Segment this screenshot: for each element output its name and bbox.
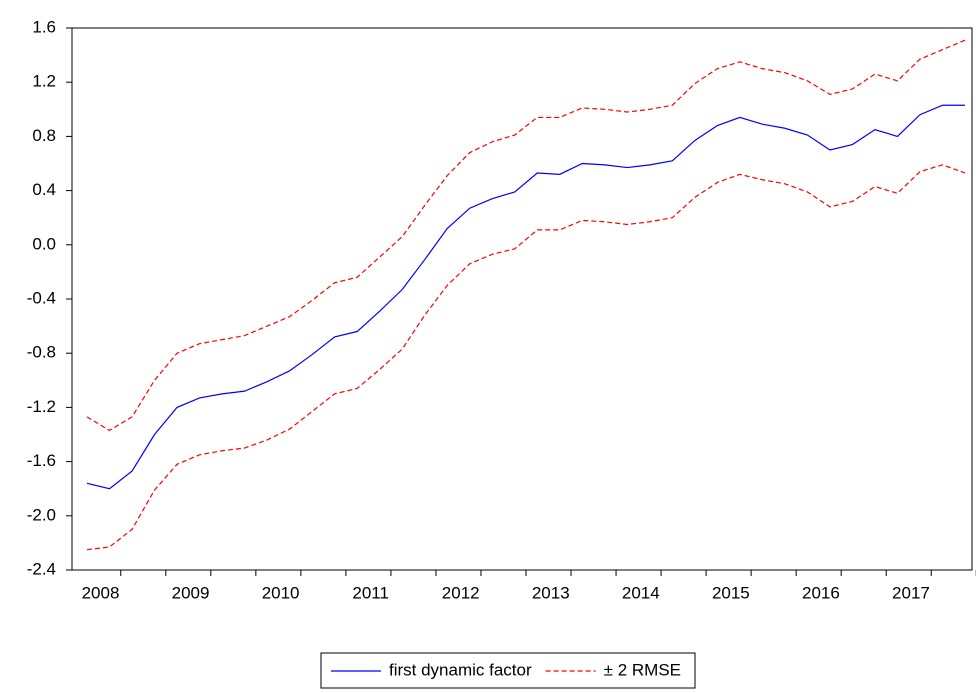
x-tick-label: 2011: [352, 583, 389, 602]
legend-label: ± 2 RMSE: [604, 660, 681, 679]
series-line: [86, 39, 966, 432]
y-tick-label: -1.6: [27, 451, 56, 470]
series-line: [86, 164, 966, 551]
y-tick-label: 1.2: [32, 72, 56, 91]
x-tick-label: 2010: [262, 583, 300, 602]
y-tick-label: 0.0: [32, 234, 56, 253]
y-tick-label: -0.4: [27, 288, 56, 307]
y-tick-label: -1.2: [27, 397, 56, 416]
x-tick-label: 2012: [442, 583, 480, 602]
x-tick-label: 2013: [532, 583, 570, 602]
x-tick-label: 2009: [172, 583, 210, 602]
y-tick-label: -0.8: [27, 343, 56, 362]
y-tick-label: 0.4: [32, 180, 56, 199]
legend-box: [320, 652, 696, 689]
x-tick-label: 2015: [712, 583, 750, 602]
y-tick-label: 1.6: [32, 17, 56, 36]
series-line: [86, 104, 965, 490]
plot-frame: [71, 27, 973, 571]
y-tick-label: 0.8: [32, 126, 56, 145]
x-tick-label: 2017: [892, 583, 930, 602]
legend: first dynamic factor ± 2 RMSE: [320, 652, 696, 689]
x-tick-label: 2016: [802, 583, 840, 602]
x-tick-label: 2014: [622, 583, 660, 602]
legend-label: first dynamic factor: [389, 660, 532, 679]
y-tick-label: -2.4: [27, 559, 56, 578]
x-tick-label: 2008: [82, 583, 120, 602]
y-tick-label: -2.0: [27, 505, 56, 524]
